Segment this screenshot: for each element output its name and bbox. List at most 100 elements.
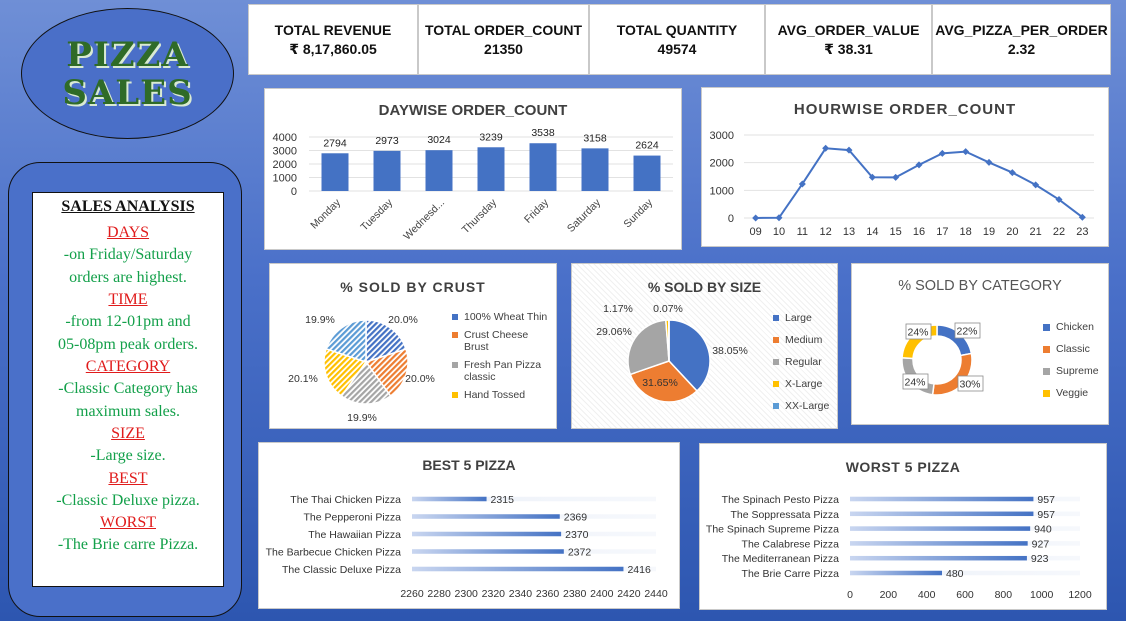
pie-slice bbox=[627, 319, 670, 376]
data-label-box bbox=[957, 375, 984, 392]
hourwise-chart-title: HOURWISE ORDER_COUNT bbox=[793, 101, 1017, 118]
x-tick-label: Wednesd... bbox=[401, 197, 447, 243]
data-point bbox=[1008, 169, 1016, 177]
y-tick-label: 0 bbox=[728, 213, 734, 225]
bar-track bbox=[850, 570, 1080, 576]
analysis-text: -Classic Category has bbox=[58, 380, 198, 397]
bar bbox=[850, 541, 1028, 546]
y-tick-label: The Calabrese Pizza bbox=[742, 538, 840, 550]
sales-analysis-panel: SALES ANALYSIS DAYS -on Friday/Saturday … bbox=[32, 192, 224, 587]
pie-slice bbox=[323, 347, 368, 398]
logo-line-2: SALES bbox=[62, 72, 193, 113]
analysis-heading-worst: WORST bbox=[100, 514, 156, 531]
category-chart-card: % SOLD BY CATEGORY 22% 30% 24% 24% Chicken … bbox=[851, 263, 1109, 425]
legend-label: Large bbox=[785, 312, 812, 324]
data-label: 3158 bbox=[583, 132, 607, 144]
legend-item: Fresh Pan Pizza classic bbox=[452, 359, 552, 383]
logo-line-1: PIZZA bbox=[66, 34, 189, 75]
legend-item: Large bbox=[773, 312, 837, 324]
data-point bbox=[1032, 181, 1040, 189]
y-tick-label: 1000 bbox=[273, 173, 297, 185]
y-tick-label: The Classic Deluxe Pizza bbox=[282, 564, 401, 576]
size-chart-title: % SOLD BY SIZE bbox=[647, 279, 762, 295]
pie-slice bbox=[365, 319, 407, 364]
data-label: 957 bbox=[1037, 494, 1055, 506]
y-tick-label: 2000 bbox=[273, 159, 297, 171]
y-tick-label: The Hawaiian Pizza bbox=[308, 529, 401, 541]
x-tick-label: Friday bbox=[522, 196, 552, 226]
legend-swatch bbox=[452, 314, 458, 320]
data-point bbox=[962, 148, 970, 156]
x-tick-label: Thursday bbox=[460, 196, 500, 236]
category-legend: Chicken Classic Supreme Veggie bbox=[1043, 321, 1107, 409]
x-tick-label: 2360 bbox=[536, 588, 560, 600]
analysis-text: 05-08pm peak orders. bbox=[58, 335, 198, 353]
data-label: 22% bbox=[956, 326, 977, 338]
crust-pie-chart: 20.0% 20.0% 19.9% 20.1% 19.9% bbox=[288, 314, 435, 424]
pie-slice bbox=[668, 319, 711, 393]
legend-swatch bbox=[1043, 324, 1050, 331]
kpi-avg-pizza-per-order: AVG_PIZZA_PER_ORDER 2.32 bbox=[932, 4, 1111, 75]
x-tick-label: 12 bbox=[820, 226, 832, 238]
bar-track bbox=[412, 496, 656, 502]
data-label: 3239 bbox=[479, 131, 503, 143]
x-tick-label: Monday bbox=[308, 196, 343, 231]
x-tick-label: Saturday bbox=[565, 196, 604, 235]
bar bbox=[321, 153, 349, 191]
data-label-box bbox=[905, 323, 932, 340]
data-label: 1.17% bbox=[603, 303, 633, 315]
legend-swatch bbox=[1043, 390, 1050, 397]
data-point bbox=[915, 161, 923, 169]
size-chart-card: % SOLD BY SIZE 38.05% 31.65% 29.06% 1.17% 0.… bbox=[571, 263, 838, 429]
x-tick-label: 09 bbox=[750, 226, 762, 238]
data-label: 940 bbox=[1034, 524, 1052, 536]
legend-swatch bbox=[773, 337, 779, 343]
y-tick-label: The Brie Carre Pizza bbox=[742, 568, 840, 580]
x-tick-label: 15 bbox=[890, 226, 902, 238]
y-tick-label: The Thai Chicken Pizza bbox=[290, 494, 401, 506]
pie-slice bbox=[364, 348, 409, 398]
data-label: 24% bbox=[904, 377, 925, 389]
hourwise-chart-card: HOURWISE ORDER_COUNT 0 1000 2000 3000 09 10 11… bbox=[701, 87, 1109, 247]
data-label: 24% bbox=[907, 327, 928, 339]
data-label: 957 bbox=[1037, 509, 1055, 521]
crust-chart-card: % SOLD BY CRUST 20.0% 20.0% 19.9% 20.1% 19.9… bbox=[269, 263, 557, 429]
bar bbox=[412, 566, 624, 572]
data-label: 2416 bbox=[627, 564, 651, 576]
data-point bbox=[752, 214, 760, 222]
legend-swatch bbox=[773, 359, 779, 365]
data-label: 20.1% bbox=[288, 373, 318, 385]
bar bbox=[412, 496, 487, 502]
best-5-chart-title: BEST 5 PIZZA bbox=[422, 457, 516, 473]
data-label: 19.9% bbox=[347, 412, 377, 424]
hourwise-line-chart: 0 1000 2000 3000 09 10 11 12 13 14 15 16 17 18 19 20 21 2… bbox=[710, 130, 1094, 238]
worst-5-bar-chart: The Spinach Pesto Pizza 957 The Soppressat… bbox=[706, 494, 1092, 601]
y-tick-label: 3000 bbox=[710, 130, 734, 142]
kpi-value: 21350 bbox=[484, 41, 523, 57]
data-point bbox=[822, 144, 830, 152]
analysis-text: -Large size. bbox=[90, 447, 166, 464]
data-label: 2372 bbox=[568, 547, 592, 559]
y-tick-label: The Spinach Supreme Pizza bbox=[706, 524, 839, 536]
pie-slice bbox=[629, 360, 699, 403]
daywise-chart-card: DAYWISE ORDER_COUNT 0 1000 2000 3000 4000 279… bbox=[264, 88, 682, 250]
data-label: 19.9% bbox=[305, 314, 335, 326]
bar bbox=[477, 147, 505, 191]
data-point bbox=[845, 146, 853, 154]
legend-swatch bbox=[1043, 346, 1050, 353]
data-label-box bbox=[954, 322, 981, 339]
legend-item: Regular bbox=[773, 356, 837, 368]
analysis-text: orders are highest. bbox=[69, 268, 187, 286]
analysis-heading-days: DAYS bbox=[106, 224, 150, 241]
kpi-label: TOTAL ORDER_COUNT bbox=[424, 22, 583, 38]
data-label: 31.65% bbox=[642, 377, 678, 389]
kpi-label: TOTAL REVENUE bbox=[274, 22, 392, 38]
x-tick-label: 200 bbox=[880, 589, 898, 601]
legend-label: Classic bbox=[1056, 343, 1090, 355]
y-tick-label: 2000 bbox=[710, 158, 734, 170]
legend-label: Regular bbox=[785, 356, 822, 368]
size-pie-chart: 38.05% 31.65% 29.06% 1.17% 0.07% bbox=[596, 303, 748, 403]
x-tick-label: Sunday bbox=[621, 196, 655, 230]
x-tick-label: 2400 bbox=[590, 588, 614, 600]
x-tick-label: 10 bbox=[773, 226, 785, 238]
